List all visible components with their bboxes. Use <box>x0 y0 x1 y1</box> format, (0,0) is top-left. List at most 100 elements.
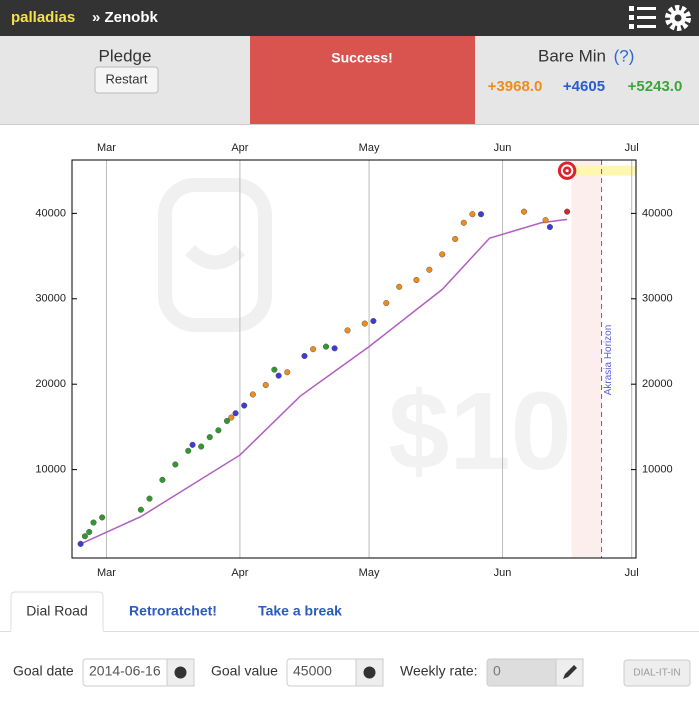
goal-target <box>565 168 570 173</box>
datapoint <box>228 414 235 421</box>
y-tick-label: 10000 <box>35 464 66 476</box>
datapoint <box>77 540 84 547</box>
clear-icon[interactable] <box>174 666 187 679</box>
status-message: Success! <box>331 50 392 66</box>
graph: $10 Mar Mar Apr Apr May May Jun Jun Jul Jul 10000 10… <box>35 142 672 579</box>
datapoint <box>426 266 433 273</box>
horizon-zone <box>571 160 602 558</box>
y-tick-label: 30000 <box>642 293 673 305</box>
restart-button[interactable] <box>94 66 159 94</box>
datapoint <box>370 317 377 325</box>
bare-min-panel <box>475 36 699 124</box>
pledge-watermark: $10 <box>388 370 572 493</box>
datapoint <box>189 441 196 448</box>
datapoint <box>460 219 467 226</box>
datapoint <box>241 402 248 409</box>
help-link[interactable]: (?) <box>614 46 635 65</box>
datapoint <box>232 410 239 417</box>
tab[interactable]: Take a break <box>258 603 342 619</box>
datapoint <box>331 345 338 352</box>
datapoint <box>383 300 390 307</box>
bare-min-green: +5243.0 <box>628 78 683 95</box>
status-panel <box>250 36 475 124</box>
datapoint <box>90 519 97 526</box>
x-tick-label: May <box>359 567 380 579</box>
datapoint <box>396 283 403 290</box>
pledge-label: Pledge <box>99 46 152 65</box>
datapoint <box>546 223 553 231</box>
datapoint <box>564 208 571 215</box>
datapoint <box>198 443 205 450</box>
restart-label[interactable]: Restart <box>106 71 148 86</box>
y-tick-label: 10000 <box>642 464 673 476</box>
y-tick-label: 20000 <box>35 378 66 390</box>
datapoint <box>344 327 351 334</box>
datapoint <box>322 343 330 350</box>
datapoint <box>521 208 528 215</box>
datapoint <box>439 251 446 258</box>
rate-value[interactable]: 0 <box>493 663 501 679</box>
x-tick-label: Mar <box>97 567 116 579</box>
user-link[interactable]: palladias <box>11 9 75 26</box>
smiley-watermark <box>158 178 272 332</box>
datapoint <box>81 533 88 540</box>
x-tick-label: Mar <box>97 142 116 154</box>
x-tick-label: Jul <box>625 142 639 154</box>
x-tick-label: Jul <box>625 567 639 579</box>
datapoint <box>215 427 222 434</box>
datapoint <box>310 346 317 353</box>
dial-button[interactable] <box>623 659 691 687</box>
datapoint <box>275 372 282 379</box>
x-tick-label: Apr <box>231 567 248 579</box>
y-tick-label: 40000 <box>642 207 673 219</box>
datapoint <box>271 366 278 373</box>
bare-min-orange: +3968.0 <box>488 78 543 95</box>
datapoint <box>452 235 459 243</box>
bare-min-blue: +4605 <box>563 78 605 95</box>
goal-name: » Zenobk <box>92 9 159 26</box>
tab[interactable]: Retroratchet! <box>129 603 217 619</box>
datapoint <box>172 461 179 468</box>
datapoint <box>301 352 308 360</box>
plot-area <box>72 160 636 558</box>
datapoint <box>206 434 213 441</box>
datapoint <box>159 476 166 483</box>
dial-button-label[interactable]: DIAL-IT-IN <box>633 668 680 679</box>
datapoint <box>477 211 485 218</box>
plot-frame <box>71 159 637 559</box>
datapoint <box>146 495 153 502</box>
goal-value-value[interactable]: 45000 <box>293 663 332 679</box>
datapoint <box>284 369 291 376</box>
datapoint <box>262 381 269 389</box>
datapoint <box>542 217 549 224</box>
goal-value-label: Goal value <box>211 663 278 679</box>
bare-min-label: Bare Min <box>538 46 606 65</box>
clear-icon[interactable] <box>363 666 376 679</box>
datapoint <box>413 276 420 284</box>
moving-average-line <box>80 218 568 545</box>
y-tick-label: 20000 <box>642 378 673 390</box>
tab-active[interactable] <box>10 591 104 632</box>
header-bar <box>0 0 699 36</box>
datapoint <box>249 391 256 398</box>
goal-date-value[interactable]: 2014-06-16 <box>89 663 161 679</box>
edit-icon[interactable] <box>563 665 577 679</box>
tab[interactable]: Dial Road <box>26 603 87 619</box>
datapoint <box>469 211 476 218</box>
x-tick-label: Jun <box>494 142 512 154</box>
horizon-label: Akrasia Horizon <box>603 325 614 396</box>
goal-date-label: Goal date <box>13 663 74 679</box>
x-tick-label: May <box>359 142 380 154</box>
settings-icon[interactable] <box>665 5 691 31</box>
x-tick-label: Jun <box>494 567 512 579</box>
datapoint <box>137 506 144 513</box>
tab-active-gap <box>11 630 103 633</box>
datapoint <box>86 528 93 536</box>
y-tick-label: 40000 <box>35 207 66 219</box>
datapoint <box>223 417 231 424</box>
list-icon[interactable] <box>629 6 656 29</box>
datapoint <box>361 320 368 327</box>
rate-label: Weekly rate: <box>400 663 478 679</box>
